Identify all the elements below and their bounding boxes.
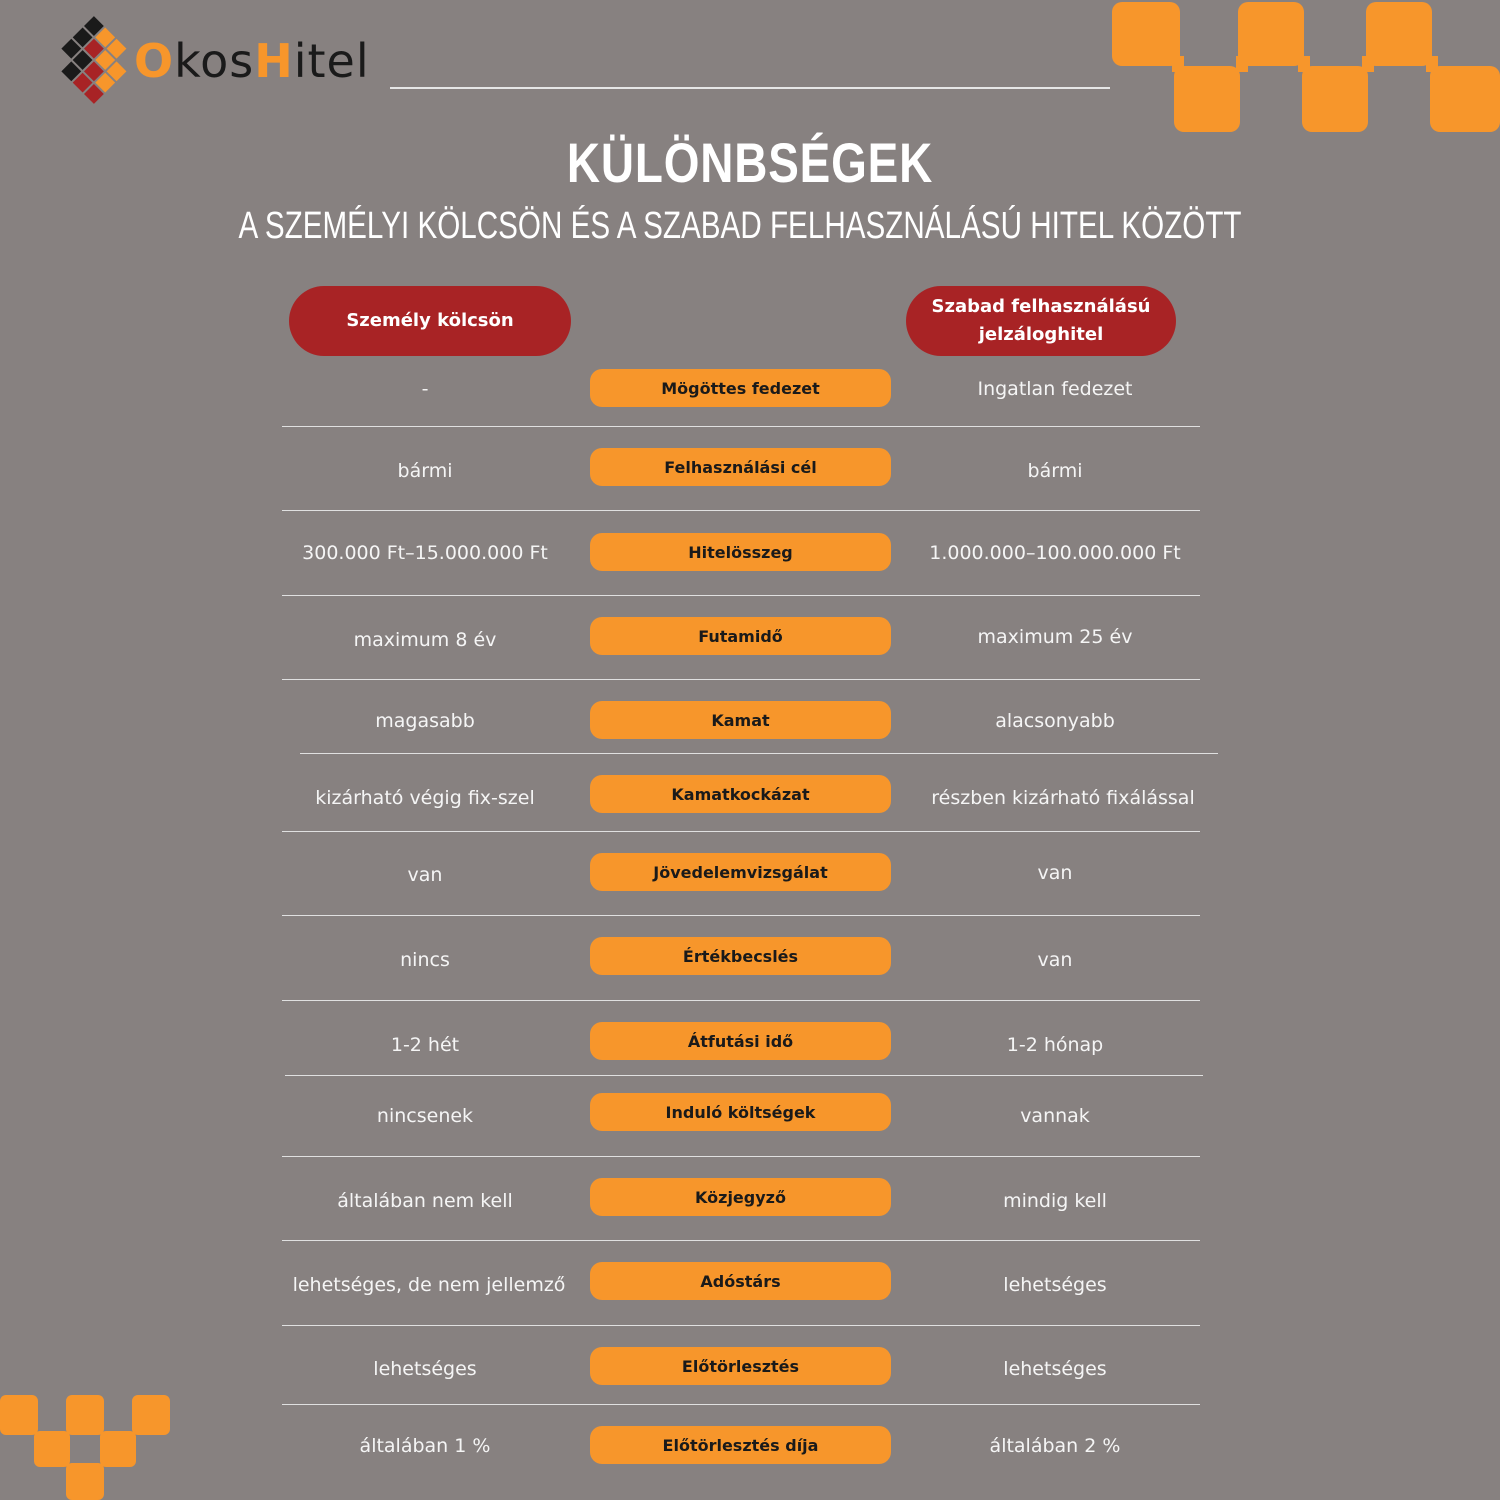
criterion-label: Hitelösszeg [590, 533, 891, 571]
criterion-label: Induló költségek [590, 1093, 891, 1131]
criterion-label: Futamidő [590, 617, 891, 655]
row-divider [282, 1404, 1200, 1405]
comparison-row: általában 1 % Előtörlesztés díja általáb… [0, 1426, 1500, 1466]
personal-loan-value: maximum 8 év [353, 629, 497, 651]
personal-loan-value: - [421, 378, 429, 400]
mortgage-value: maximum 25 év [977, 626, 1133, 648]
personal-loan-value: bármi [397, 460, 453, 482]
criterion-label: Előtörlesztés [590, 1347, 891, 1385]
personal-loan-value: kizárható végig fix-szel [315, 787, 535, 809]
row-divider [282, 679, 1200, 680]
personal-loan-value: nincsenek [376, 1105, 474, 1127]
personal-loan-value: általában 1 % [359, 1435, 491, 1457]
decorative-checker-top-right [1112, 2, 1500, 132]
mortgage-value: 1.000.000–100.000.000 Ft [929, 542, 1181, 564]
mortgage-value: alacsonyabb [995, 710, 1115, 732]
mortgage-value: általában 2 % [989, 1435, 1121, 1457]
comparison-row: maximum 8 év Futamidő maximum 25 év [0, 617, 1500, 657]
criterion-label: Mögöttes fedezet [590, 369, 891, 407]
mortgage-value: bármi [1027, 460, 1083, 482]
page-subtitle: A SZEMÉLYI KÖLCSÖN ÉS A SZABAD FELHASZNÁ… [238, 205, 1242, 247]
criterion-label: Kamatkockázat [590, 775, 891, 813]
header-divider [390, 87, 1110, 89]
row-divider [282, 1325, 1200, 1326]
mortgage-value: lehetséges [1003, 1358, 1107, 1380]
mortgage-value: Ingatlan fedezet [977, 378, 1133, 400]
row-divider [282, 1000, 1200, 1001]
row-divider [282, 1240, 1200, 1241]
mortgage-value: 1-2 hónap [1006, 1034, 1104, 1056]
comparison-row: kizárható végig fix-szel Kamatkockázat r… [0, 775, 1500, 815]
decorative-checker-bottom-left [0, 1395, 170, 1500]
comparison-row: - Mögöttes fedezet Ingatlan fedezet [0, 369, 1500, 409]
criterion-label: Adóstárs [590, 1262, 891, 1300]
row-divider [282, 595, 1200, 596]
mortgage-value: részben kizárható fixálással [931, 787, 1195, 809]
row-divider [282, 426, 1200, 427]
criterion-label: Átfutási idő [590, 1022, 891, 1060]
mortgage-value: mindig kell [1003, 1190, 1107, 1212]
comparison-row: 300.000 Ft–15.000.000 Ft Hitelösszeg 1.0… [0, 533, 1500, 573]
personal-loan-value: lehetséges [373, 1358, 477, 1380]
criterion-label: Kamat [590, 701, 891, 739]
personal-loan-value: 300.000 Ft–15.000.000 Ft [302, 542, 548, 564]
column-header-mortgage: Szabad felhasználású jelzáloghitel [906, 286, 1176, 356]
comparison-row: nincs Értékbecslés van [0, 937, 1500, 977]
logo-mark-icon [61, 16, 127, 104]
comparison-row: általában nem kell Közjegyző mindig kell [0, 1178, 1500, 1218]
mortgage-value: van [1037, 949, 1073, 971]
row-divider [282, 831, 1200, 832]
personal-loan-value: nincs [400, 949, 450, 971]
row-divider [282, 510, 1200, 511]
comparison-row: lehetséges Előtörlesztés lehetséges [0, 1347, 1500, 1387]
criterion-label: Előtörlesztés díja [590, 1426, 891, 1464]
row-divider [300, 753, 1218, 754]
column-header-personal-loan: Személy kölcsön [289, 286, 571, 356]
criterion-label: Felhasználási cél [590, 448, 891, 486]
row-divider [282, 915, 1200, 916]
comparison-row: nincsenek Induló költségek vannak [0, 1093, 1500, 1133]
comparison-row: lehetséges, de nem jellemző Adóstárs leh… [0, 1262, 1500, 1302]
personal-loan-value: általában nem kell [337, 1190, 513, 1212]
mortgage-value: lehetséges [1003, 1274, 1107, 1296]
criterion-label: Értékbecslés [590, 937, 891, 975]
mortgage-value: vannak [1020, 1105, 1090, 1127]
mortgage-value: van [1037, 862, 1073, 884]
row-divider [282, 1156, 1200, 1157]
personal-loan-value: 1-2 hét [390, 1034, 460, 1056]
brand-logo: OkosHitel [36, 12, 416, 104]
comparison-row: van Jövedelemvizsgálat van [0, 853, 1500, 893]
personal-loan-value: magasabb [375, 710, 475, 732]
brand-wordmark: OkosHitel [134, 34, 370, 88]
page-title: KÜLÖNBSÉGEK [566, 131, 934, 194]
row-divider [285, 1075, 1203, 1076]
criterion-label: Jövedelemvizsgálat [590, 853, 891, 891]
comparison-row: magasabb Kamat alacsonyabb [0, 701, 1500, 741]
personal-loan-value: van [407, 864, 443, 886]
comparison-row: 1-2 hét Átfutási idő 1-2 hónap [0, 1022, 1500, 1062]
criterion-label: Közjegyző [590, 1178, 891, 1216]
comparison-row: bármi Felhasználási cél bármi [0, 448, 1500, 488]
personal-loan-value: lehetséges, de nem jellemző [292, 1274, 566, 1296]
